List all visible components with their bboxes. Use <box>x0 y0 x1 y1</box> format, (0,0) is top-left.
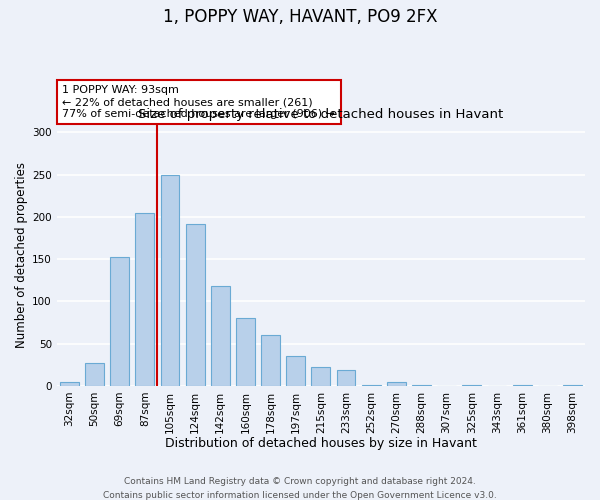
Bar <box>136 214 154 386</box>
Bar <box>85 363 104 386</box>
Bar <box>563 385 582 386</box>
Bar <box>412 385 431 386</box>
Title: Size of property relative to detached houses in Havant: Size of property relative to detached ho… <box>138 108 503 122</box>
Text: Contains HM Land Registry data © Crown copyright and database right 2024.
Contai: Contains HM Land Registry data © Crown c… <box>103 478 497 500</box>
Bar <box>236 318 255 386</box>
Bar <box>463 385 481 386</box>
X-axis label: Distribution of detached houses by size in Havant: Distribution of detached houses by size … <box>165 437 477 450</box>
Y-axis label: Number of detached properties: Number of detached properties <box>15 162 28 348</box>
Bar <box>387 382 406 386</box>
Bar <box>161 174 179 386</box>
Bar <box>286 356 305 386</box>
Bar <box>512 385 532 386</box>
Bar <box>261 335 280 386</box>
Bar <box>211 286 230 386</box>
Bar <box>337 370 355 386</box>
Bar <box>110 256 129 386</box>
Text: 1, POPPY WAY, HAVANT, PO9 2FX: 1, POPPY WAY, HAVANT, PO9 2FX <box>163 8 437 26</box>
Bar <box>185 224 205 386</box>
Bar <box>311 368 331 386</box>
Bar <box>362 385 380 386</box>
Bar <box>60 382 79 386</box>
Text: 1 POPPY WAY: 93sqm
← 22% of detached houses are smaller (261)
77% of semi-detach: 1 POPPY WAY: 93sqm ← 22% of detached hou… <box>62 86 335 118</box>
